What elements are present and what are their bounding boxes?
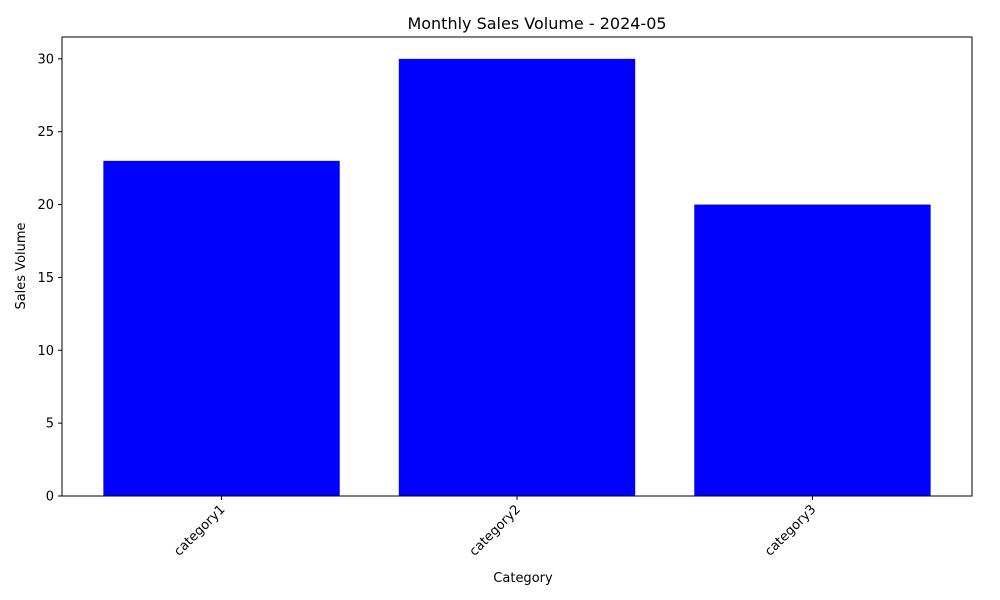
y-tick-label: 30 [37, 52, 54, 67]
plot-frame [61, 36, 973, 497]
x-tick-label-category1: category1 [171, 502, 228, 559]
y-tick-label: 0 [46, 490, 54, 505]
bars-layer [103, 58, 931, 497]
y-axis-title: Sales Volume [14, 222, 29, 309]
y-tick-label: 10 [37, 344, 54, 359]
y-axis: 0 5 10 15 20 25 30 [37, 52, 62, 505]
chart-title: Monthly Sales Volume - 2024-05 [407, 14, 666, 33]
y-tick-label: 25 [37, 125, 54, 140]
x-axis-title: Category [493, 571, 553, 586]
bar-category1 [103, 160, 340, 496]
bar-category3 [694, 204, 931, 497]
y-tick-label: 5 [46, 417, 54, 432]
y-tick-label: 20 [37, 198, 54, 213]
y-tick-label: 15 [37, 271, 54, 286]
x-tick-label-category2: category2 [467, 502, 524, 559]
bar-category2 [398, 58, 636, 496]
x-axis: category1 category2 category3 [171, 496, 819, 559]
x-tick-label-category3: category3 [762, 502, 819, 559]
